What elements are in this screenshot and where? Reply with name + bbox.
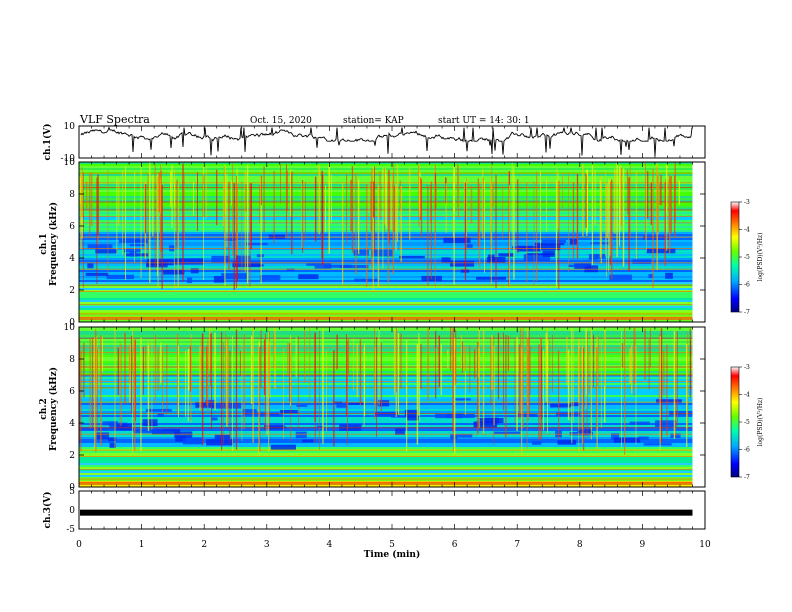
ch1-spectrogram-panel: 0 2 4 6 8 10	[64, 158, 706, 328]
ch1-colorbar-tick-label: -5	[744, 254, 750, 261]
station-label: station= KAP	[343, 116, 404, 126]
ch2-colorbar-tick-label: -6	[744, 447, 750, 454]
ch1-spectrogram-ytick-label: 2	[69, 286, 75, 296]
ch2-spec-label-1: ch.2	[39, 398, 49, 419]
ch2-spectrogram-panel: 0 2 4 6 8 10	[64, 323, 706, 493]
time-tick-label: 7	[514, 540, 520, 550]
time-tick-label: 8	[577, 540, 583, 550]
ch1-volt-label: ch.1(V)	[42, 124, 53, 161]
ch1-ytick-label: 10	[64, 122, 76, 132]
ch1-colorbar-tick-label: -7	[744, 309, 750, 316]
ch2-colorbar-label: log(PSD)(V²/Hz)	[757, 398, 764, 447]
ch2-spectrogram-ytick-label: 4	[69, 419, 75, 429]
ch1-colorbar-tick-label: -6	[744, 282, 750, 289]
ch3-ytick-label: 5	[69, 487, 75, 497]
ch1-spec-label-1: ch.1	[39, 233, 49, 254]
ch1-colorbar-tick-label: -4	[744, 227, 750, 234]
ch2-spectrogram-ytick-label: 10	[64, 323, 76, 333]
ch2-spectrogram-ytick-label: 8	[69, 355, 75, 365]
time-tick-label: 2	[201, 540, 207, 550]
ch1-trace	[80, 126, 693, 157]
ch1-spectrogram-ytick-label: 10	[64, 158, 76, 168]
ch3-ytick-label: 0	[69, 506, 75, 516]
ch2-spectrogram-ytick-label: 6	[69, 387, 75, 397]
time-tick-label: 1	[139, 540, 145, 550]
time-tick-label: 0	[76, 540, 82, 550]
ch1-colorbar-label: log(PSD)(V²/Hz)	[757, 233, 764, 282]
ch3-trace	[80, 509, 693, 516]
time-axis: 0 1 2 3 4 5 6 7 8 9 10	[76, 540, 711, 550]
time-tick-label: 9	[640, 540, 646, 550]
start-ut-label: start UT = 14: 30: 1	[438, 116, 530, 126]
ch1-spec-label-2: Frequency (kHz)	[48, 202, 59, 286]
ch2-colorbar-tick-label: -4	[744, 392, 750, 399]
ch1-colorbar-tick-label: -3	[744, 199, 750, 206]
time-tick-label: 10	[699, 540, 711, 550]
time-tick-label: 4	[327, 540, 333, 550]
ch1-waveform-panel: 10 -10	[61, 122, 706, 164]
ch2-colorbar-tick-label: -3	[744, 364, 750, 371]
date-label: Oct. 15, 2020	[250, 116, 312, 126]
ch1-spectrogram-ytick-label: 6	[69, 222, 75, 232]
ch2-colorbar-tick-label: -7	[744, 474, 750, 481]
time-tick-label: 5	[389, 540, 395, 550]
ch3-ytick-label: -5	[66, 525, 75, 535]
time-axis-label: Time (min)	[364, 549, 421, 560]
ch1-ytick-label: -10	[61, 154, 76, 164]
ch1-spectrogram-ytick-label: 4	[69, 254, 75, 264]
ch3-volt-label: ch.3(V)	[42, 492, 53, 529]
ch2-colorbar-tick-label: -5	[744, 419, 750, 426]
time-tick-label: 6	[452, 540, 458, 550]
ch2-spec-label-2: Frequency (kHz)	[48, 367, 59, 451]
time-tick-label: 3	[264, 540, 270, 550]
ch1-colorbar-ticks: -3 -4 -5 -6 -7	[739, 199, 750, 316]
figure-title: VLF Spectra	[79, 113, 150, 126]
ch2-colorbar-ticks: -3 -4 -5 -6 -7	[739, 364, 750, 481]
ch2-spectrogram-ytick-label: 0	[69, 483, 75, 493]
ch1-spectrogram-ytick-label: 8	[69, 190, 75, 200]
ch2-spectrogram-ytick-label: 2	[69, 451, 75, 461]
ch1-spectrogram-ytick-label: 0	[69, 318, 75, 328]
ch3-waveform-panel: 5 0 -5	[66, 487, 706, 535]
